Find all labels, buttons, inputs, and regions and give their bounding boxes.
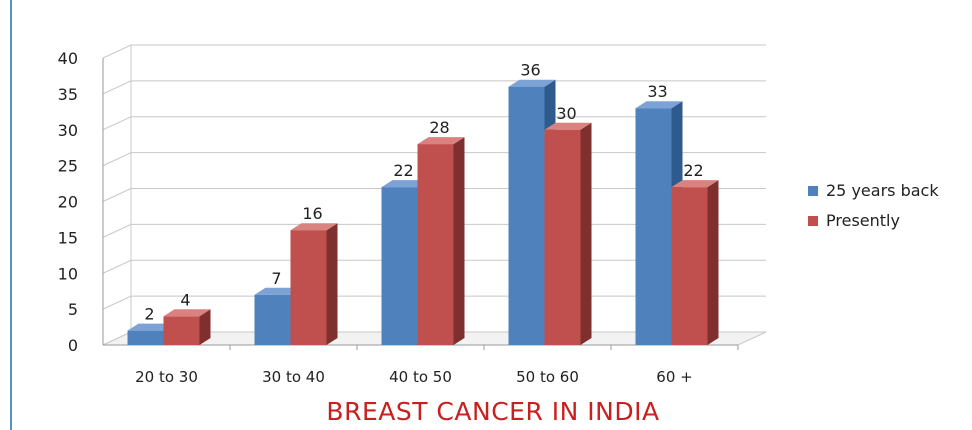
bar-top [290, 223, 338, 231]
bar [290, 230, 327, 345]
bar-top [127, 323, 175, 331]
bar [163, 316, 200, 345]
gridline-diagonal [102, 223, 132, 238]
legend: 25 years back Presently [808, 181, 939, 230]
bar-top [671, 180, 719, 188]
x-tick-label: 40 to 50 [389, 368, 452, 386]
bar [254, 294, 291, 345]
legend-swatch [808, 186, 818, 196]
bar-top [254, 287, 302, 295]
bar-top [508, 79, 556, 87]
bar [508, 86, 545, 345]
bar [544, 129, 581, 345]
y-tick-label: 15 [58, 228, 78, 247]
bar-side [707, 180, 719, 345]
gridline-diagonal [102, 188, 132, 202]
x-tick-label: 50 to 60 [516, 368, 579, 386]
data-label: 36 [520, 61, 540, 80]
y-tick-label: 10 [58, 264, 78, 283]
bar-side [453, 137, 465, 345]
legend-swatch [808, 216, 818, 226]
y-tick-label: 35 [58, 85, 78, 104]
bar-side [580, 122, 592, 345]
legend-label: 25 years back [826, 181, 939, 200]
gridline-diagonal [102, 44, 132, 59]
legend-label: Presently [826, 211, 900, 230]
bar-top [635, 101, 683, 109]
gridline-diagonal [102, 259, 132, 274]
chart-title: BREAST CANCER IN INDIA [326, 397, 659, 426]
left-border-line [10, 0, 12, 430]
data-label: 28 [429, 118, 449, 137]
y-tick-label: 20 [58, 193, 78, 212]
bar [671, 187, 708, 345]
bars [127, 79, 719, 345]
bar [635, 108, 672, 345]
y-tick-label: 40 [58, 49, 78, 68]
gridline-diagonal [102, 152, 132, 167]
gridline-diagonal [102, 116, 132, 131]
bar-top [381, 180, 429, 188]
y-tick-label: 25 [58, 157, 78, 176]
axes: 0 5 10 15 20 25 30 35 40 20 to 30 30 to 40 40 to 50… [58, 49, 739, 386]
bar-top [544, 122, 592, 130]
bar [381, 187, 418, 345]
bar-side [326, 223, 338, 345]
bar [127, 330, 164, 345]
gridline-diagonal [102, 295, 132, 310]
x-tick-label: 30 to 40 [262, 368, 325, 386]
data-label: 22 [683, 161, 703, 180]
data-label: 7 [271, 269, 281, 288]
data-label: 2 [144, 305, 154, 324]
y-tick-label: 0 [68, 336, 78, 355]
data-label: 30 [556, 104, 576, 123]
bar-side [199, 309, 211, 345]
y-tick-label: 5 [68, 300, 78, 319]
data-label: 16 [302, 204, 322, 223]
data-label: 33 [647, 82, 667, 101]
y-tick-label: 30 [58, 121, 78, 140]
gridline-diagonal [102, 80, 132, 95]
x-tick-label: 20 to 30 [135, 368, 198, 386]
bar [417, 144, 454, 345]
bar-top [163, 309, 211, 317]
x-tick-label: 60 + [656, 368, 692, 386]
data-label: 4 [180, 290, 190, 309]
data-label: 22 [393, 161, 413, 180]
data-labels: 2 4 7 16 22 28 36 30 33 22 [144, 61, 703, 324]
bar-top [417, 137, 465, 145]
